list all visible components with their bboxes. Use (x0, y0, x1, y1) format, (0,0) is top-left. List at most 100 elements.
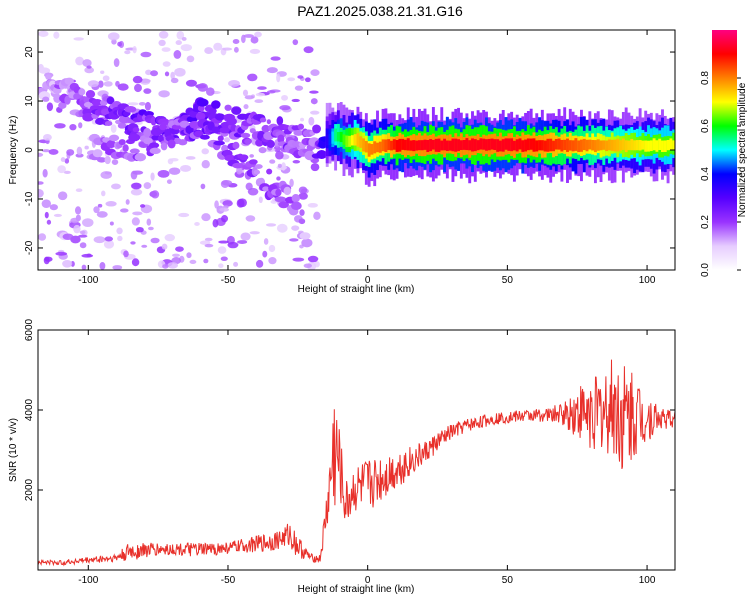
spectrogram-cell (150, 70, 159, 77)
spectrogram-cell (105, 201, 117, 207)
spectrogram-cell (69, 123, 77, 131)
spectrogram-cell (437, 138, 441, 152)
spectrogram-cell (605, 140, 609, 152)
spectrogram-cell (53, 31, 60, 39)
spectrogram-cell (566, 138, 569, 152)
spectrogram-cell (194, 130, 204, 137)
spectrogram-cell (445, 140, 449, 151)
spectrogram-cell (164, 71, 170, 77)
spectrogram-cell (78, 122, 83, 129)
spectrogram-cell (270, 56, 281, 61)
spectrogram-cell (107, 32, 120, 41)
spectrogram-cell (310, 98, 318, 105)
spectrogram-cell (607, 139, 611, 151)
spectrogram-cell (171, 124, 182, 130)
spectrogram-cell (451, 138, 455, 152)
snr-frame (37, 329, 676, 571)
spectrogram-cell (259, 117, 267, 123)
spectrogram-cell (42, 168, 48, 178)
snr-x-axis-label: Height of straight line (km) (298, 584, 415, 595)
spectrogram-cell (465, 138, 469, 151)
spectrogram-cell (201, 213, 211, 222)
spectrogram-cell (292, 160, 301, 164)
spectrogram-cell (392, 139, 396, 150)
spectrogram-cell (149, 147, 161, 155)
spectrogram-cell (79, 242, 87, 249)
spectrogram-cell (293, 129, 304, 136)
snr-y-tick-label: 4000 (24, 398, 35, 421)
spectrogram-cell (316, 150, 328, 159)
snr-y-tick-label: 6000 (24, 318, 35, 341)
spectrogram-cell (274, 196, 287, 203)
spectrogram-cell (199, 240, 211, 245)
spectrogram-cell (204, 237, 213, 242)
spectrogram-cell (158, 30, 169, 39)
colorbar-tick-label: 0.0 (700, 263, 711, 277)
spectrogram-cell (406, 138, 410, 151)
spectrogram-cell (100, 70, 105, 75)
spectrogram-cell (214, 200, 219, 209)
spectrogram-cell (398, 138, 402, 152)
spectrogram-cell (112, 265, 123, 270)
spectrogram-y-tick-label: 20 (24, 46, 35, 58)
spectrogram-cell (532, 138, 536, 152)
spectrogram-cell (224, 104, 232, 111)
spectrogram-cell (588, 139, 592, 150)
spectrogram-cell (161, 47, 171, 52)
spectrogram-cell (38, 188, 44, 198)
spectrogram-cell (291, 98, 300, 103)
spectrogram-cell (212, 219, 219, 228)
spectrogram-cell (85, 90, 96, 99)
snr-y-axis-label: SNR (10 * v/v) (8, 418, 19, 482)
spectrogram-cell (70, 217, 80, 224)
spectrogram-cell (73, 224, 81, 234)
colorbar-ticks: 0.0 0.2 0.4 0.6 0.8 (700, 71, 741, 277)
spectrogram-cell (60, 157, 66, 162)
spectrogram-cell (304, 77, 311, 83)
spectrogram-cell (273, 145, 281, 153)
spectrogram-cell (164, 234, 175, 242)
spectrogram-cell (66, 149, 75, 156)
spectrogram-cell (283, 186, 292, 196)
spectrogram-cell (429, 139, 433, 152)
spectrogram-cell (195, 112, 206, 121)
spectrogram-cell (232, 107, 241, 115)
spectrogram-cell (627, 140, 631, 151)
spectrogram-cell (242, 89, 249, 97)
spectrogram-cell (106, 96, 115, 105)
spectrogram-cell (309, 90, 319, 94)
spectrogram-cell (167, 139, 176, 149)
spectrogram-cell (297, 75, 304, 79)
spectrogram-cell (44, 211, 49, 219)
spectrogram-cell (134, 83, 142, 93)
spectrogram-cell (334, 128, 338, 142)
spectrogram-cell (287, 77, 296, 82)
spectrogram-cell (593, 140, 597, 153)
spectrogram-cell (167, 262, 179, 269)
spectrogram-cell (249, 154, 254, 158)
spectrogram-cell (236, 198, 245, 208)
spectrogram-cell (54, 123, 66, 129)
spectrogram-cell (109, 221, 114, 226)
spectrogram-cell (275, 150, 284, 160)
spectrogram-cell (298, 218, 306, 225)
spectrogram-cell (254, 99, 264, 104)
spectrogram-cell (367, 143, 371, 157)
spectrogram-cell (175, 246, 184, 252)
spectrogram-cell (538, 140, 542, 151)
spectrogram-cell (98, 80, 104, 88)
spectrogram-cell (209, 107, 217, 115)
spectrogram-cell (672, 140, 675, 151)
spectrogram-cell (161, 243, 168, 250)
spectrogram-cell (630, 138, 634, 151)
spectrogram-cell (269, 159, 276, 164)
spectrogram-cell (666, 139, 670, 151)
spectrogram-cell (113, 58, 120, 68)
spectrogram-cell (218, 263, 224, 269)
spectrogram-cell (535, 140, 539, 152)
spectrogram-cell (86, 65, 92, 69)
spectrogram-cell (218, 240, 230, 244)
spectrogram-cell (228, 80, 240, 87)
spectrogram-cell (661, 140, 664, 153)
spectrogram-cell (223, 137, 230, 143)
